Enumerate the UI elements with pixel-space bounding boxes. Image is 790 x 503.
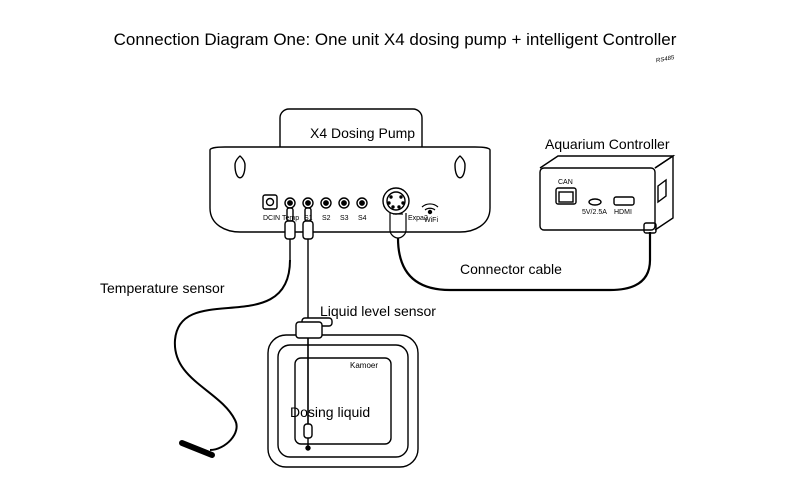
port-wifi: WiFi: [424, 217, 438, 224]
liquid-brand: Kamoer: [350, 361, 378, 370]
liquid-container: [268, 322, 418, 467]
controller-body: [540, 156, 673, 230]
port-s4: S4: [358, 215, 367, 222]
pump-body: [210, 109, 490, 232]
port-s2: S2: [322, 215, 331, 222]
ctrl-rs485: RS485: [656, 55, 675, 64]
connector-cable: [390, 213, 656, 290]
port-s1: S1: [304, 215, 313, 222]
ctrl-power: 5V/2.5A: [582, 209, 607, 216]
ctrl-can: CAN: [558, 179, 573, 186]
port-dcin: DCIN: [263, 215, 280, 222]
ctrl-hdmi: HDMI: [614, 209, 632, 216]
temp-sensor-cable: [175, 208, 295, 455]
port-s3: S3: [340, 215, 349, 222]
diagram-svg: DCIN Temp S1 S2 S3 S4 Expa2 WiFi CAN 5V/…: [0, 0, 790, 503]
port-temp: Temp: [282, 215, 299, 222]
